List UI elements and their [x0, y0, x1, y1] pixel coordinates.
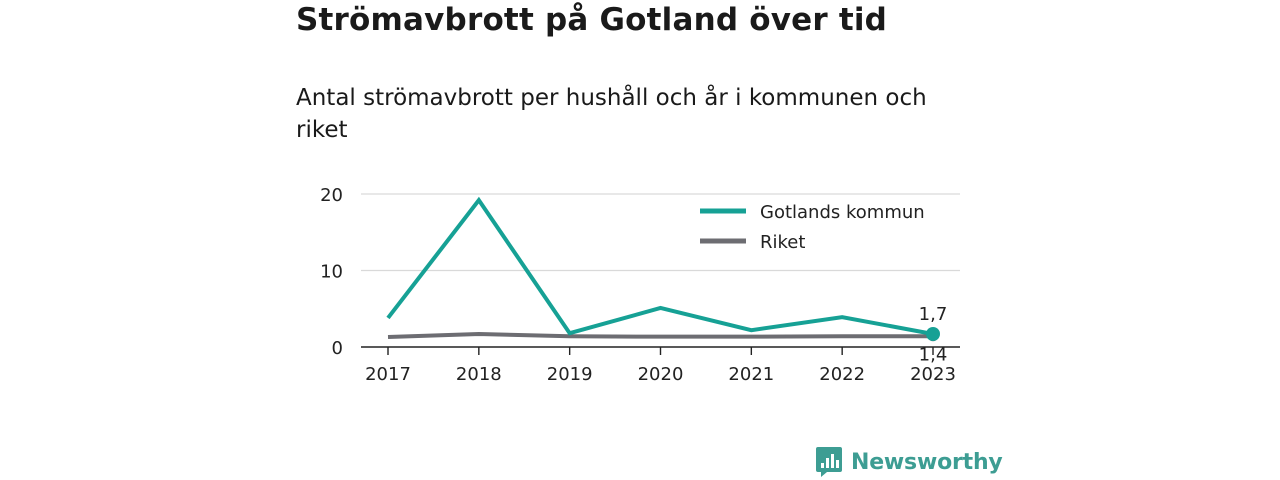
x-tick-label: 2022 — [819, 364, 865, 385]
end-label-riket: 1,4 — [919, 344, 948, 365]
x-tick-label: 2021 — [728, 364, 774, 385]
y-tick-label: 10 — [320, 262, 343, 283]
y-tick-label: 0 — [332, 338, 343, 359]
chart-subtitle: Antal strömavbrott per hushåll och år i … — [296, 85, 927, 143]
brand-name: Newsworthy — [851, 449, 1003, 475]
end-label-gotland: 1,7 — [919, 304, 948, 325]
legend: Gotlands kommun Riket — [696, 197, 946, 253]
series-line-riket — [387, 331, 933, 340]
x-tick-label: 2017 — [365, 364, 411, 385]
bar-chart-logo-icon — [816, 447, 842, 477]
chart-title: Strömavbrott på Gotland över tid — [296, 2, 888, 38]
legend-label-gotland: Gotlands kommun — [760, 202, 925, 223]
y-tick-label: 20 — [320, 185, 343, 206]
series-line-gotland — [386, 196, 934, 336]
legend-label-riket: Riket — [760, 232, 805, 253]
x-tick-label: 2023 — [910, 364, 956, 385]
x-tick-label: 2019 — [547, 364, 593, 385]
x-tick-label: 2020 — [638, 364, 684, 385]
newsworthy-logo: Newsworthy — [815, 446, 1003, 478]
end-point-gotland — [926, 326, 940, 341]
x-tick-label: 2018 — [456, 364, 502, 385]
